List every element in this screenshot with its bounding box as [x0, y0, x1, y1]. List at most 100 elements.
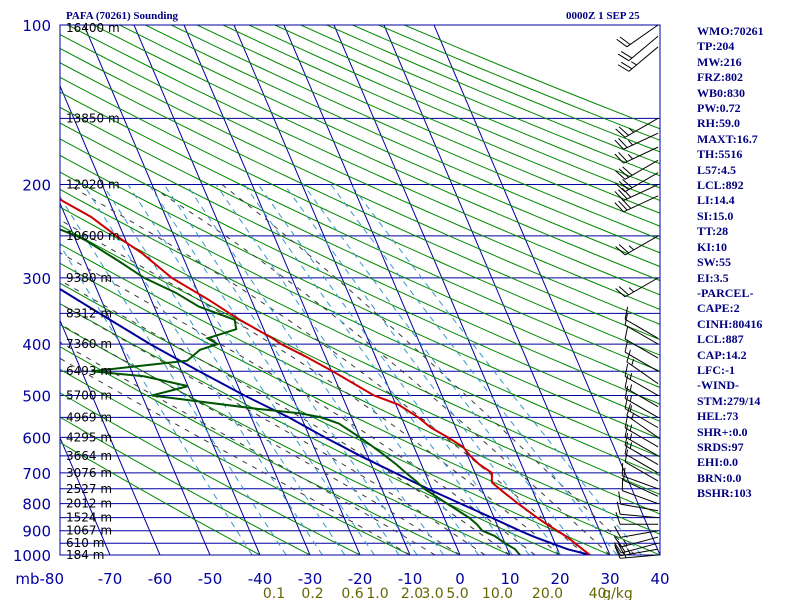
barb-flag	[614, 544, 622, 557]
barb-flag	[623, 467, 626, 481]
wind-barb	[624, 339, 659, 372]
barb-flag	[614, 153, 624, 164]
barb-flag	[618, 180, 629, 191]
height-label: 8312 m	[66, 306, 112, 320]
barb-flag	[624, 449, 629, 463]
barb-half-flag	[629, 373, 633, 380]
wind-barb	[614, 146, 659, 164]
barb-flag	[617, 53, 630, 62]
index-item: FRZ:802	[697, 70, 743, 85]
height-label: 6493 m	[66, 364, 112, 378]
barb-flag	[620, 61, 633, 70]
barb-staff	[624, 117, 659, 138]
barb-staff	[620, 513, 659, 519]
height-label: 1067 m	[66, 524, 112, 538]
pressure-label: 100	[22, 17, 51, 35]
height-label: 4969 m	[66, 410, 112, 424]
dry-adiabat	[60, 138, 660, 422]
barb-staff	[620, 503, 659, 512]
mixing-ratio-label: 40	[589, 586, 607, 600]
barb-half-flag	[629, 424, 633, 431]
index-item: PW:0.72	[697, 101, 741, 116]
chart-frame	[59, 24, 661, 556]
barb-staff	[623, 132, 659, 150]
temperature-trace	[60, 198, 591, 555]
dry-adiabat	[60, 262, 660, 555]
barb-flag	[615, 512, 621, 525]
chart-title: PAFA (70261) Sounding	[66, 10, 179, 22]
mixing-ratio-label: 10.0	[482, 586, 513, 600]
moist-adiabat	[60, 252, 536, 555]
mixing-ratio-label: 5.0	[446, 586, 468, 600]
barb-flag	[615, 170, 626, 180]
barb-flag	[618, 491, 622, 505]
barb-staff	[621, 542, 659, 554]
barb-flag	[615, 246, 626, 256]
barb-staff	[624, 387, 659, 408]
barb-staff	[624, 159, 659, 180]
barb-flag	[614, 202, 624, 213]
dry-adiabat	[171, 25, 660, 240]
barb-flag	[619, 36, 631, 45]
wind-barb	[624, 424, 659, 457]
barb-flag	[613, 542, 622, 554]
barb-staff	[626, 415, 659, 438]
wind-barb	[624, 363, 659, 396]
dry-adiabat	[145, 25, 660, 254]
height-label: 2527 m	[66, 482, 112, 496]
barb-staff	[626, 24, 659, 48]
mixing-ratio-line	[257, 184, 530, 555]
mixing-ratio-line	[186, 184, 445, 555]
index-item: TT:28	[697, 224, 729, 239]
dry-adiabat	[60, 188, 660, 476]
barb-flag	[624, 424, 629, 437]
temperature-tick-label: 30	[600, 570, 619, 588]
wind-barb	[624, 449, 659, 482]
index-item: HEL:73	[697, 409, 739, 424]
barb-flag	[617, 64, 630, 72]
pressure-label: 900	[22, 523, 51, 541]
isotherm-line	[60, 436, 111, 555]
wind-barb	[624, 306, 659, 339]
wind-barb	[614, 525, 659, 538]
height-label: 3664 m	[66, 449, 112, 463]
barb-half-flag	[628, 245, 635, 251]
barb-flag	[624, 326, 629, 340]
barb-flag	[618, 200, 628, 211]
barb-half-flag	[631, 412, 635, 420]
barb-staff	[623, 195, 659, 213]
dry-adiabat	[60, 62, 660, 341]
index-item: SI:15.0	[697, 208, 734, 223]
barb-flag	[613, 536, 622, 548]
mixing-ratio-line	[283, 184, 561, 555]
height-label: 610 m	[66, 536, 104, 550]
moist-adiabat	[147, 184, 611, 555]
barb-flag	[614, 525, 622, 538]
height-label: 9380 m	[66, 271, 112, 285]
barb-flag	[624, 433, 629, 446]
isotherm-line	[0, 25, 10, 555]
height-label: 10600 m	[66, 229, 120, 243]
mixing-ratio-line	[330, 184, 618, 555]
dry-adiabat	[60, 154, 660, 440]
index-item: WB0:830	[697, 85, 745, 100]
barb-staff	[624, 324, 659, 345]
barb-staff	[623, 146, 659, 164]
barb-staff	[626, 361, 659, 385]
temperature-tick-label: -30	[298, 570, 323, 588]
dry-adiabat	[60, 282, 611, 555]
parcel-trace	[60, 287, 591, 555]
mixing-ratio-label: 2.0	[401, 586, 423, 600]
index-item: EHI:0.0	[697, 455, 739, 470]
mixing-ratio-label: g/kg	[602, 586, 633, 600]
barb-flag	[624, 312, 629, 326]
height-label: 12020 m	[66, 178, 120, 192]
barb-staff	[620, 548, 659, 557]
index-item: LCL:892	[697, 178, 744, 193]
barb-staff	[624, 172, 659, 193]
pressure-label: 300	[22, 270, 51, 288]
dry-adiabat	[60, 122, 660, 405]
index-item: EI:3.5	[697, 270, 729, 285]
dry-adiabat	[60, 206, 660, 495]
